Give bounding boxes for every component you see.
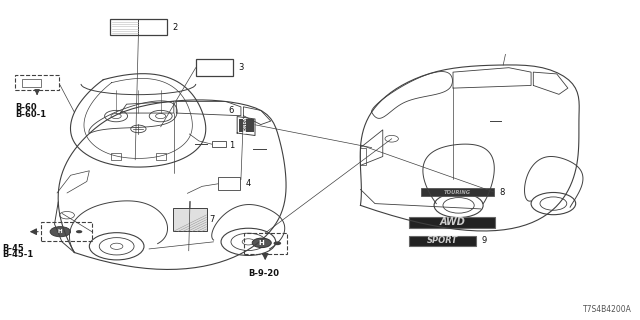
Bar [22,79,41,87]
Text: B-60: B-60 [15,103,37,112]
Text: T7S4B4200A: T7S4B4200A [584,305,632,314]
Text: 1: 1 [230,141,235,150]
Bar [239,119,253,132]
Text: 5: 5 [449,236,455,245]
Text: 3: 3 [238,63,243,72]
Circle shape [50,227,70,237]
Text: 9: 9 [481,236,486,245]
Text: HONDA: HONDA [244,116,248,133]
Text: TOURING: TOURING [444,189,471,195]
Text: H: H [58,229,63,234]
Text: B-60-1: B-60-1 [15,110,47,119]
Bar [15,75,59,90]
Text: B-45-1: B-45-1 [3,251,34,260]
Bar [218,178,241,190]
Text: 4: 4 [246,179,251,188]
Bar [173,208,207,231]
Circle shape [252,238,271,248]
Bar [244,233,287,253]
Bar [212,141,226,147]
Bar [409,217,495,228]
Text: 8: 8 [499,188,504,196]
Bar [409,236,476,246]
Text: H: H [259,240,264,246]
Circle shape [273,241,281,245]
Text: 6: 6 [228,106,234,115]
Bar [156,153,166,160]
Text: SPORT: SPORT [427,236,458,245]
Bar [420,188,494,196]
Text: 2: 2 [172,23,177,32]
Bar [111,153,121,160]
Text: 7: 7 [210,215,215,224]
Bar [360,148,366,165]
Bar [196,60,233,76]
Text: B-9-20: B-9-20 [248,269,279,278]
Text: AWD: AWD [439,217,465,227]
Circle shape [76,230,83,233]
Text: B-45: B-45 [3,244,24,253]
Bar [109,20,167,35]
Bar [41,222,92,241]
